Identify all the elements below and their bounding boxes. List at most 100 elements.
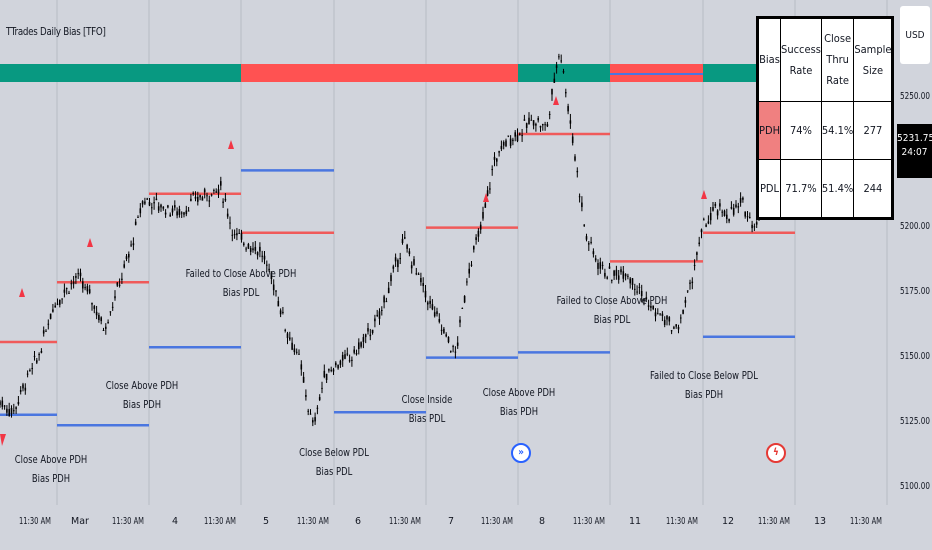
candle-body: [222, 201, 224, 204]
time-tick-label: 11:30 AM: [297, 516, 329, 527]
candle-body: [217, 189, 220, 194]
annotation-bias: Bias PDL: [315, 465, 353, 478]
candle-body: [153, 202, 155, 204]
candle-body: [312, 420, 314, 423]
candle-body: [634, 288, 636, 290]
candle-body: [141, 201, 144, 205]
row-pdl-success-rate: 71.7%: [780, 159, 822, 218]
candle-body: [226, 213, 229, 217]
candle-body: [194, 196, 197, 199]
candle-body: [675, 324, 677, 327]
candle-body: [652, 305, 654, 310]
candle-body: [525, 123, 528, 128]
header-bias: Bias: [757, 18, 782, 102]
candle-body: [447, 336, 450, 343]
candle-body: [102, 329, 105, 331]
candle-body: [737, 206, 740, 208]
candle-body: [535, 123, 537, 126]
annotation-line: Close Above PDH: [14, 453, 88, 466]
bias-strip-segment: [0, 64, 241, 82]
candle-body: [645, 297, 648, 300]
candle-body: [461, 307, 464, 309]
bias-up-arrow: [483, 193, 489, 202]
time-tick-label: 12: [722, 516, 734, 527]
candle-body: [367, 328, 369, 332]
candle-body: [594, 258, 597, 261]
row-pdh-sample-size: 277: [853, 100, 893, 161]
candle-body: [339, 360, 342, 365]
candle-body: [450, 350, 452, 352]
annotation-line: Close Inside: [401, 393, 453, 406]
candle-body: [203, 189, 206, 193]
candle-body: [410, 265, 413, 269]
candle-body: [86, 286, 89, 292]
candle-body: [266, 264, 268, 266]
candle-body: [178, 208, 181, 215]
candle-body: [77, 273, 79, 275]
candle-body: [247, 244, 250, 249]
candle-body: [10, 408, 13, 414]
candle-body: [261, 255, 263, 257]
candle-body: [500, 145, 503, 150]
candle-body: [259, 246, 261, 252]
candle-body: [40, 351, 43, 353]
candle-body: [390, 275, 392, 282]
candle-body: [314, 417, 316, 422]
candle-body: [282, 311, 284, 313]
candle-body: [401, 238, 404, 244]
candle-body: [420, 278, 422, 283]
candle-body: [613, 270, 615, 276]
candle-body: [151, 207, 153, 209]
candle-body: [353, 349, 355, 353]
annotation-bias: Bias PDH: [684, 388, 724, 401]
candle-body: [705, 224, 707, 227]
candle-body: [22, 384, 24, 389]
candle-body: [739, 198, 742, 203]
candle-body: [307, 410, 309, 412]
candle-body: [42, 330, 45, 334]
candle-body: [328, 369, 330, 371]
candle-body: [512, 139, 514, 142]
candle-body: [732, 207, 735, 215]
candle-body: [714, 203, 717, 206]
candle-body: [445, 334, 447, 337]
forward-icon[interactable]: »: [511, 443, 531, 463]
candle-body: [569, 120, 572, 124]
candle-body: [661, 313, 664, 316]
header-success-rate: Success Rate: [780, 18, 822, 102]
candle-body: [123, 264, 125, 268]
candle-body: [542, 123, 544, 126]
candle-body: [532, 120, 535, 126]
candle-body: [650, 306, 652, 308]
candle-body: [505, 140, 507, 147]
time-axis[interactable]: 11:30 AM Mar 11:30 AM 4 11:30 AM 5 11:30 AM 6 11…: [19, 516, 882, 527]
candle-body: [49, 313, 52, 319]
candle-body: [604, 272, 606, 277]
candle-body: [696, 252, 698, 255]
candle-body: [270, 272, 273, 279]
candle-body: [93, 306, 96, 309]
bar-countdown: 24:07: [901, 147, 928, 158]
candle-body: [88, 289, 91, 294]
candle-body: [91, 302, 93, 305]
indicator-title[interactable]: TTrades Daily Bias [TFO]: [6, 25, 106, 38]
candle-body: [677, 327, 680, 330]
candle-body: [689, 282, 691, 284]
candle-body: [47, 323, 50, 325]
price-axis[interactable]: 5250.005225.005200.005175.005150.005125.…: [895, 0, 932, 550]
candle-body: [341, 354, 344, 361]
candle-body: [231, 234, 234, 236]
candle-body: [693, 264, 696, 266]
candle-body: [286, 333, 289, 338]
candle-body: [585, 236, 588, 240]
candle-body: [139, 208, 142, 214]
candle-body: [180, 212, 183, 214]
candle-body: [560, 60, 562, 62]
candle-body: [0, 401, 1, 405]
currency-button[interactable]: USD: [900, 6, 930, 64]
lightning-icon[interactable]: ϟ: [766, 443, 786, 463]
time-tick-label: 11: [629, 516, 641, 527]
candle-body: [528, 117, 530, 125]
candle-body: [606, 277, 608, 279]
candle-body: [629, 278, 631, 284]
